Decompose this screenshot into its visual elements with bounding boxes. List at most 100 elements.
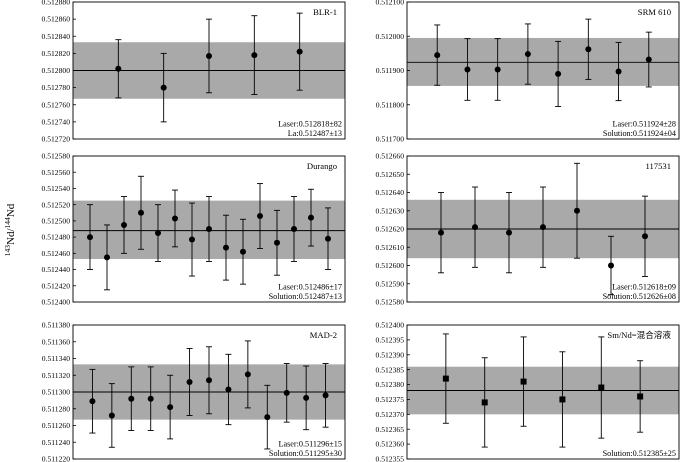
panel-6-ytick-label-8: 0.512395	[376, 335, 405, 344]
panel-3-point-6	[172, 215, 178, 222]
panel-3-point-7	[189, 236, 195, 243]
panel-1-point-4	[251, 52, 258, 59]
panel-2-ytick-label-2: 0.511900	[376, 66, 404, 75]
panel-3-ytick-label-1: 0.512420	[42, 281, 71, 290]
panel-4-ytick-label-7: 0.512650	[376, 170, 405, 179]
panel-3-note-1: Laser:0.512486±17	[278, 283, 342, 292]
panel-6-frame	[406, 324, 680, 460]
panel-4-note-2: Solution:0.512626±08	[603, 292, 676, 301]
panel-6-point-1	[442, 375, 449, 382]
panel-6-ytick-label-4: 0.512375	[376, 395, 405, 404]
panel-5-point-11	[283, 389, 290, 396]
panel-2-ytick-label-1: 0.511800	[376, 100, 404, 109]
panel-1: 0.512720 0.512740 0.512760 0.512780 0.512800…	[42, 0, 346, 144]
panel-3-ytick-label-7: 0.512540	[42, 184, 71, 193]
panel-5-ytick-label-8: 0.511380	[42, 321, 70, 330]
panel-3-point-5	[155, 230, 161, 237]
panel-5-point-9	[244, 371, 251, 378]
panel-4-ytick-label-6: 0.512640	[376, 188, 405, 197]
panel-1-title: BLR-1	[313, 7, 337, 17]
panel-5-point-13	[322, 392, 329, 399]
panel-6-ytick-label-3: 0.512370	[376, 410, 405, 419]
panel-2-point-3	[494, 66, 501, 73]
panel-3-point-2	[104, 254, 110, 261]
panel-2-note-1: Laser:0.511924±28	[612, 120, 676, 129]
panel-2-point-7	[615, 68, 622, 75]
panel-1-ytick-label-3: 0.512780	[42, 83, 71, 92]
panel-6: 0.512355 0.512360 0.512365 0.512370 0.512375…	[376, 321, 680, 462]
panel-5-note-1: Laser:0.511296±15	[278, 440, 342, 449]
panel-6-ytick-label-7: 0.512390	[376, 350, 405, 359]
panel-1-ytick-label-7: 0.512860	[42, 15, 71, 24]
panel-4-ytick-label-2: 0.512600	[376, 261, 405, 270]
panel-3-ytick-label-2: 0.512440	[42, 265, 71, 274]
panel-5-ytick-label-6: 0.511340	[42, 354, 70, 363]
panel-grid: 0.512720 0.512740 0.512760 0.512780 0.512800…	[42, 0, 680, 462]
panel-3-note-2: Solution:0.512487±13	[269, 292, 342, 301]
panel-6-point-4	[559, 396, 566, 403]
y-axis-label-mass-144: 144	[3, 217, 12, 229]
panel-3-ytick-label-3: 0.512460	[42, 249, 71, 258]
panel-4-title: 117531	[646, 161, 671, 171]
panel-3-point-12	[274, 239, 280, 246]
y-axis-label-mass-143: 143	[3, 245, 12, 257]
panel-3-point-3	[121, 221, 127, 228]
panel-6-point-6	[637, 393, 644, 400]
panel-5-point-1	[89, 398, 96, 405]
panel-3-ytick-label-6: 0.512520	[42, 200, 71, 209]
panel-1-point-1	[115, 65, 122, 72]
panel-5-point-3	[128, 395, 135, 402]
panel-5-point-8	[225, 386, 232, 393]
panel-4-point-6	[608, 262, 614, 269]
panel-5-ytick-label-3: 0.511280	[42, 404, 70, 413]
panel-2-point-2	[464, 66, 471, 73]
panel-1-note-1: Laser:0.512818±82	[278, 120, 342, 129]
panel-4: 0.512580 0.512590 0.512600 0.512610 0.512620…	[376, 152, 680, 307]
panel-5-ytick-label-7: 0.511360	[42, 337, 70, 346]
panel-6-ytick-label-0: 0.512355	[376, 455, 405, 462]
panel-1-point-5	[296, 48, 303, 55]
panel-6-ytick-label-5: 0.512380	[376, 380, 405, 389]
panel-3-ytick-label-0: 0.512400	[42, 298, 71, 307]
panel-5-point-7	[206, 377, 212, 384]
panel-5-ytick-label-2: 0.511260	[42, 421, 70, 430]
panel-3-point-10	[240, 248, 246, 255]
panel-4-point-3	[506, 229, 512, 236]
panel-5-point-2	[108, 412, 115, 419]
panel-2-point-5	[555, 70, 562, 77]
panel-4-ytick-label-5: 0.512630	[376, 206, 405, 215]
panel-2-point-1	[434, 52, 441, 59]
panel-1-ytick-label-1: 0.512740	[42, 117, 71, 126]
panel-3-point-4	[138, 209, 144, 216]
panel-6-title: Sm/Nd=混合溶液	[607, 329, 671, 340]
panel-2-point-4	[524, 51, 531, 58]
panel-6-ytick-label-1: 0.512360	[376, 440, 405, 449]
panel-2-ytick-label-0: 0.511700	[376, 135, 404, 144]
panel-3-point-11	[257, 213, 263, 220]
panel-1-ytick-label-0: 0.512720	[42, 135, 71, 144]
y-axis-label-nd-a: Nd/	[5, 228, 17, 245]
panel-4-point-1	[438, 229, 444, 236]
panel-6-point-5	[598, 384, 605, 391]
panel-4-point-5	[574, 207, 580, 214]
panel-5-note-2: Solution:0.511295±30	[269, 449, 342, 458]
panel-2: 0.511700 0.511800 0.511900 0.512000 0.512100…	[376, 0, 680, 144]
panel-3-point-15	[325, 235, 331, 242]
panel-5-ytick-label-4: 0.511300	[42, 388, 70, 397]
panel-3-point-9	[223, 244, 229, 251]
panel-2-title: SRM 610	[638, 7, 671, 17]
panel-3-point-14	[308, 214, 314, 221]
y-axis-label-nd-b: Nd	[5, 203, 17, 217]
panel-5-point-6	[186, 378, 193, 385]
panel-5-point-12	[303, 394, 310, 401]
panel-4-ytick-label-4: 0.512620	[376, 225, 405, 234]
panel-3-ytick-label-4: 0.512480	[42, 233, 71, 242]
y-axis-label: 143Nd/144Nd	[3, 203, 17, 256]
panel-3-point-13	[291, 226, 297, 232]
panel-6-ytick-label-9: 0.512400	[376, 321, 405, 330]
panel-6-ytick-label-2: 0.512365	[376, 425, 405, 434]
panel-4-point-2	[472, 224, 478, 231]
panel-3-ytick-label-9: 0.512580	[42, 152, 71, 161]
panel-2-note-2: Solution:0.511924±04	[603, 129, 676, 138]
